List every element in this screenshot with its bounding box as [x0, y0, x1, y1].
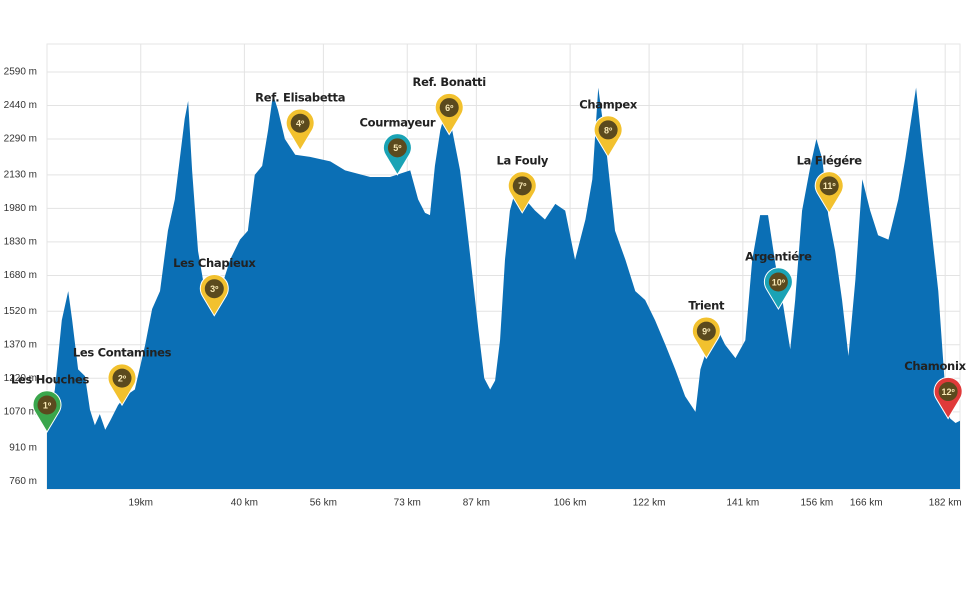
waypoint-dot — [290, 113, 310, 133]
waypoint-dot — [387, 138, 407, 158]
waypoint-name: Argentiére — [745, 249, 812, 263]
waypoint-dot — [938, 382, 958, 402]
x-tick-label: 56 km — [310, 498, 337, 509]
waypoint: 8º Champex — [579, 97, 638, 158]
waypoint-dot — [696, 321, 716, 341]
waypoint: 1º Les Houches — [11, 372, 90, 433]
waypoint-name: Ref. Elisabetta — [255, 91, 345, 105]
waypoint-label: 10º — [772, 277, 786, 287]
y-tick-label: 1520 m — [4, 306, 37, 317]
waypoint-dot — [598, 120, 618, 140]
y-tick-label: 1070 m — [4, 406, 37, 417]
waypoint-label: 12º — [941, 387, 955, 397]
waypoint-dot — [819, 176, 839, 196]
waypoint-name: Trient — [688, 299, 725, 313]
x-tick-label: 122 km — [633, 498, 666, 509]
waypoint-label: 1º — [43, 400, 52, 410]
waypoint-label: 7º — [518, 181, 527, 191]
waypoint: 5º Courmayeur — [360, 115, 436, 176]
waypoint-label: 11º — [823, 181, 837, 191]
waypoint-name: Courmayeur — [360, 115, 436, 129]
waypoint-dot — [37, 395, 57, 415]
waypoint: 11º La Flégére — [797, 153, 863, 214]
waypoint-name: La Fouly — [496, 153, 548, 167]
y-tick-label: 1370 m — [4, 339, 37, 350]
waypoint: 2º Les Contamines — [73, 346, 172, 407]
waypoint-name: Chamonix — [904, 359, 966, 373]
waypoint-dot — [204, 279, 224, 299]
waypoint-label: 3º — [210, 284, 219, 294]
waypoint-name: Les Houches — [11, 372, 89, 386]
y-tick-label: 2590 m — [4, 67, 37, 78]
waypoint-dot — [112, 368, 132, 388]
waypoint-label: 9º — [702, 327, 711, 337]
x-tick-label: 156 km — [800, 498, 833, 509]
waypoint-dot — [512, 176, 532, 196]
y-tick-label: 2440 m — [4, 100, 37, 111]
x-tick-label: 166 km — [850, 498, 883, 509]
waypoint: 10º Argentiére — [745, 249, 812, 310]
y-tick-label: 760 m — [9, 476, 37, 487]
waypoint-label: 6º — [445, 103, 454, 113]
waypoint-name: Champex — [579, 97, 638, 111]
waypoint: 9º Trient — [688, 299, 725, 360]
waypoint-name: La Flégére — [797, 153, 863, 167]
y-tick-label: 2130 m — [4, 169, 37, 180]
x-tick-label: 87 km — [463, 498, 490, 509]
waypoint-label: 8º — [604, 125, 613, 135]
y-tick-label: 1980 m — [4, 203, 37, 214]
y-tick-label: 2290 m — [4, 134, 37, 145]
x-tick-label: 141 km — [726, 498, 759, 509]
x-tick-label: 106 km — [554, 498, 587, 509]
waypoint-dot — [439, 98, 459, 118]
x-tick-label: 40 km — [231, 498, 258, 509]
waypoint-name: Ref. Bonatti — [413, 75, 486, 89]
x-tick-label: 19km — [129, 498, 153, 509]
waypoint-name: Les Contamines — [73, 346, 172, 360]
waypoint-label: 4º — [296, 119, 305, 129]
y-tick-label: 1830 m — [4, 237, 37, 248]
waypoint: 7º La Fouly — [496, 153, 549, 214]
waypoint: 3º Les Chapieux — [173, 256, 257, 317]
waypoint-label: 5º — [393, 143, 402, 153]
waypoint-dot — [768, 272, 788, 292]
y-tick-label: 1220 m — [4, 373, 37, 384]
waypoint: 4º Ref. Elisabetta — [255, 91, 345, 152]
x-tick-label: 73 km — [394, 498, 421, 509]
elevation-area — [47, 87, 960, 489]
y-tick-label: 1680 m — [4, 270, 37, 281]
waypoint-name: Les Chapieux — [173, 256, 256, 270]
waypoint-label: 2º — [118, 374, 127, 384]
x-tick-label: 182 km — [929, 498, 962, 509]
waypoint: 12º Chamonix — [904, 359, 967, 420]
y-tick-label: 910 m — [9, 442, 37, 453]
waypoint: 6º Ref. Bonatti — [413, 75, 486, 136]
